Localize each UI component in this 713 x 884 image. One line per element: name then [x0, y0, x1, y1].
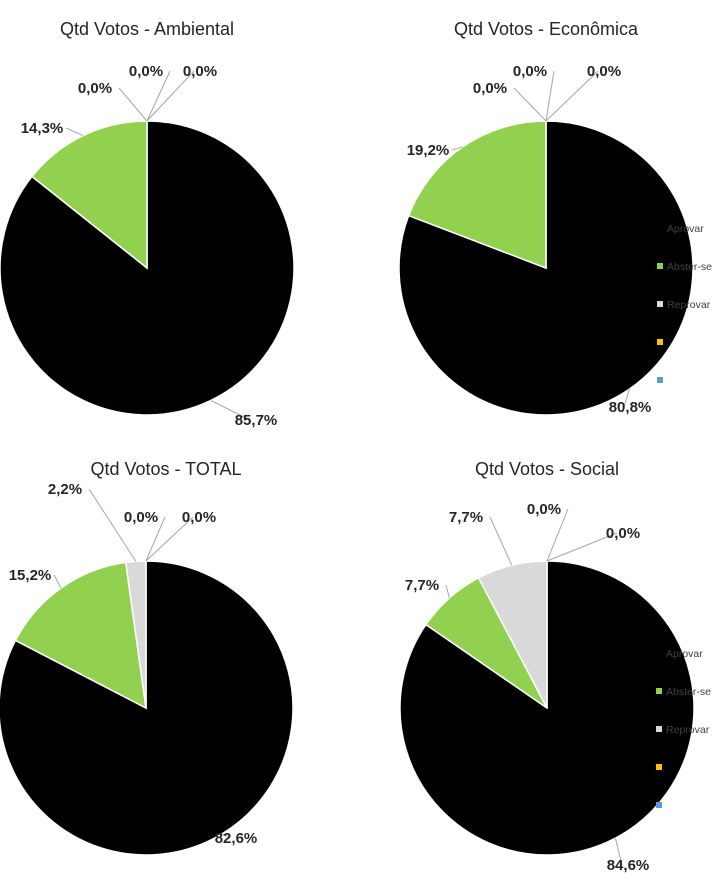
leader-line: [451, 146, 463, 151]
legend-label: Reprovar: [667, 299, 711, 311]
legend-swatch: [656, 650, 662, 656]
data-label: 85,7%: [235, 412, 278, 429]
legend-swatch: [656, 688, 662, 694]
legend-label: Reprovar: [666, 724, 710, 736]
legend: Aprovar Abster-se Reprovar: [657, 223, 712, 383]
leader-line: [513, 87, 547, 122]
leader-line: [545, 70, 555, 122]
chart-title: Qtd Votos - Social: [475, 459, 619, 479]
data-label: 0,0%: [513, 63, 547, 80]
pie-chart-qtd-votos-total: Qtd Votos - TOTAL 82,6% 15,2% 2,2% 0,0% 0,0%: [0, 459, 294, 856]
leader-line: [145, 516, 166, 562]
data-label: 82,6%: [215, 830, 258, 847]
leader-line: [146, 70, 195, 122]
leader-line: [545, 70, 599, 122]
leader-line: [53, 574, 62, 589]
data-label: 0,0%: [182, 509, 216, 526]
leader-line: [546, 532, 618, 562]
chart-title: Qtd Votos - Ambiental: [60, 19, 234, 39]
data-label: 0,0%: [183, 63, 217, 80]
data-label: 84,6%: [607, 857, 650, 874]
data-label: 7,7%: [449, 509, 483, 526]
pie-chart-qtd-votos-ambiental: Qtd Votos - Ambiental 85,7% 14,3% 0,0% 0,0% 0…: [0, 19, 295, 429]
legend-swatch: [656, 802, 662, 808]
pie-chart-qtd-votos-social: Qtd Votos - Social 84,6% 7,7% 7,7% 0,0% 0,0% A…: [399, 459, 711, 874]
pie-slice-reprovar: [477, 560, 548, 709]
legend-swatch: [657, 301, 663, 307]
data-label: 7,7%: [405, 577, 439, 594]
legend-label: Abster-se: [667, 261, 712, 273]
leader-line: [88, 488, 137, 562]
leader-line: [210, 399, 251, 421]
data-label: 0,0%: [527, 501, 561, 518]
legend-swatch: [657, 377, 663, 383]
data-label: 0,0%: [124, 509, 158, 526]
legend-swatch: [656, 726, 662, 732]
data-label: 0,0%: [587, 63, 621, 80]
pie-chart-qtd-votos-economica: Qtd Votos - Econômica 80,8% 19,2% 0,0% 0,0% 0…: [398, 19, 712, 416]
data-label: 14,3%: [21, 120, 64, 137]
chart-title: Qtd Votos - TOTAL: [90, 459, 241, 479]
leader-line: [118, 87, 148, 122]
data-label: 0,0%: [473, 80, 507, 97]
legend-swatch: [657, 225, 663, 231]
data-label: 19,2%: [407, 142, 450, 159]
legend: Aprovar Abster-se Reprovar: [656, 648, 711, 808]
leader-line: [623, 388, 630, 408]
legend-label: Abster-se: [666, 686, 711, 698]
legend-label: Aprovar: [667, 223, 704, 235]
data-label: 0,0%: [606, 525, 640, 542]
data-label: 0,0%: [78, 80, 112, 97]
pie-slice-abster-se: [30, 120, 148, 270]
leader-line: [146, 70, 171, 122]
data-label: 80,8%: [609, 399, 652, 416]
data-label: 0,0%: [129, 63, 163, 80]
legend-swatch: [656, 764, 662, 770]
leader-line: [489, 516, 513, 566]
legend-swatch: [657, 263, 663, 269]
legend-label: Aprovar: [666, 648, 703, 660]
leader-line: [445, 584, 450, 599]
legend-swatch: [657, 339, 663, 345]
chart-title: Qtd Votos - Econômica: [454, 19, 639, 39]
pie-slice-abster-se: [407, 120, 547, 270]
leader-line: [614, 838, 623, 866]
leader-line: [222, 833, 231, 839]
leader-line: [546, 508, 569, 562]
leader-line: [65, 127, 84, 137]
data-label: 2,2%: [48, 481, 82, 498]
leader-line: [145, 516, 194, 562]
data-label: 15,2%: [9, 567, 52, 584]
